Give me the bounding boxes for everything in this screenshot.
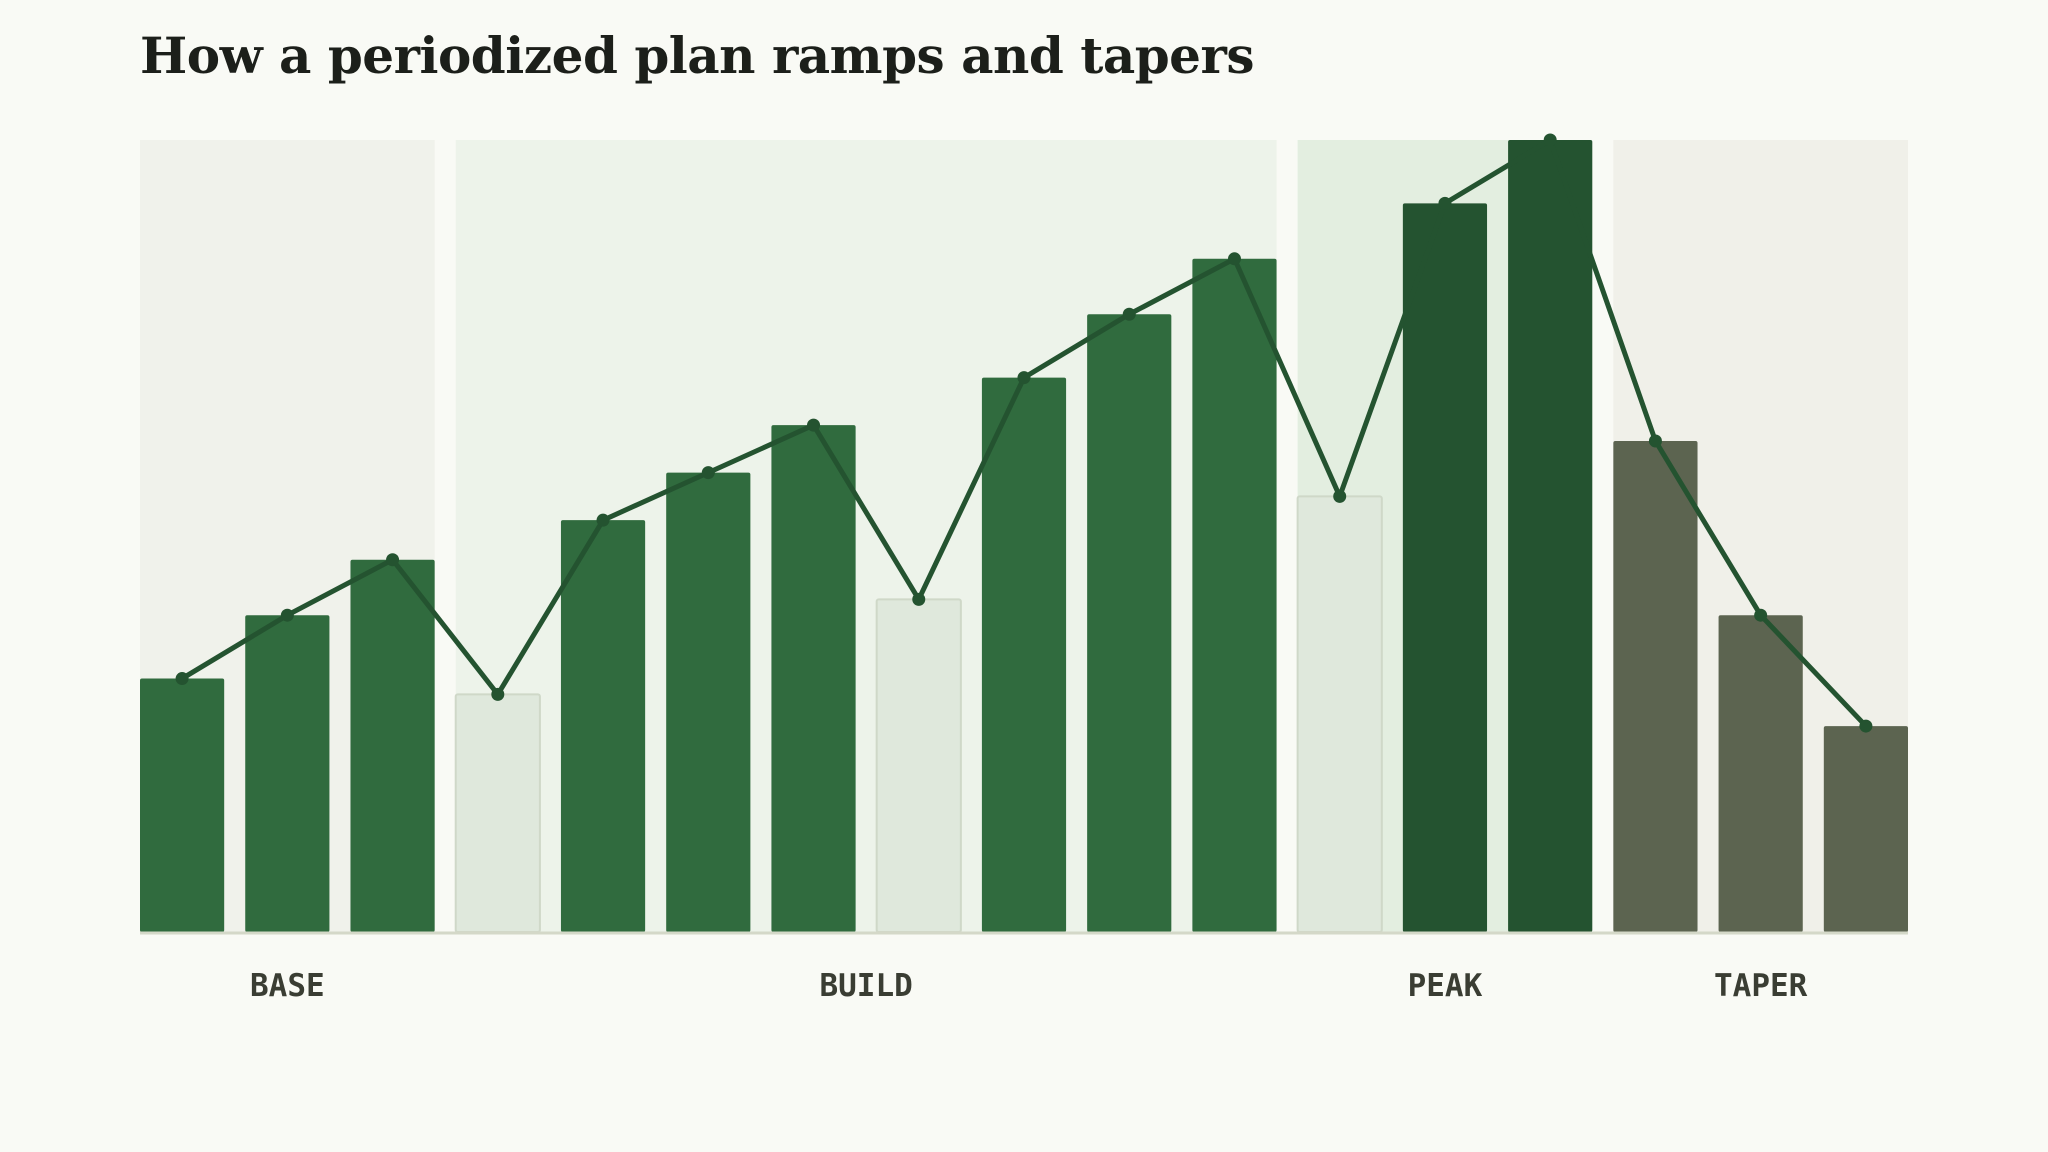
trend-point-week-1 [175, 672, 189, 686]
bar-week-5 [560, 520, 646, 932]
trend-point-week-4 [491, 687, 505, 701]
bar-week-9 [981, 377, 1067, 933]
trend-point-week-14 [1543, 133, 1557, 147]
trend-point-week-10 [1122, 307, 1136, 321]
bar-week-3 [350, 559, 435, 932]
bar-week-10 [1087, 314, 1172, 932]
trend-point-week-12 [1333, 489, 1347, 503]
trend-point-week-8 [912, 592, 926, 606]
bar-week-4 [454, 693, 541, 934]
trend-point-week-7 [807, 418, 821, 432]
trend-point-week-2 [280, 608, 294, 622]
trend-point-week-16 [1754, 608, 1768, 622]
bar-week-13 [1402, 203, 1488, 933]
trend-point-week-17 [1859, 719, 1873, 733]
bar-week-15 [1613, 440, 1698, 932]
trend-point-week-6 [701, 466, 715, 480]
bar-week-12 [1296, 495, 1383, 933]
bar-week-16 [1718, 615, 1803, 932]
bar-week-14 [1508, 140, 1593, 932]
bar-week-7 [771, 425, 856, 932]
bar-week-6 [666, 472, 751, 932]
trend-line-group [175, 133, 1873, 733]
phase-label-taper: TAPER [1714, 968, 1808, 1004]
bar-week-1 [140, 678, 225, 932]
trend-point-week-11 [1227, 252, 1241, 266]
phase-label-peak: PEAK [1408, 968, 1483, 1004]
phase-labels: BASE BUILD PEAK TAPER [250, 968, 1808, 1004]
trend-point-week-3 [386, 553, 400, 567]
phase-label-build: BUILD [819, 968, 912, 1004]
bar-week-17 [1823, 726, 1908, 932]
bar-week-8 [875, 598, 962, 933]
chart-title: How a periodized plan ramps and tapers [140, 26, 1254, 85]
trend-point-week-15 [1648, 434, 1662, 448]
trend-point-week-5 [596, 513, 610, 527]
bar-week-11 [1192, 258, 1277, 932]
trend-point-week-13 [1438, 196, 1452, 210]
bar-week-2 [245, 615, 330, 932]
trend-point-week-9 [1017, 371, 1031, 385]
phase-label-base: BASE [250, 968, 325, 1004]
